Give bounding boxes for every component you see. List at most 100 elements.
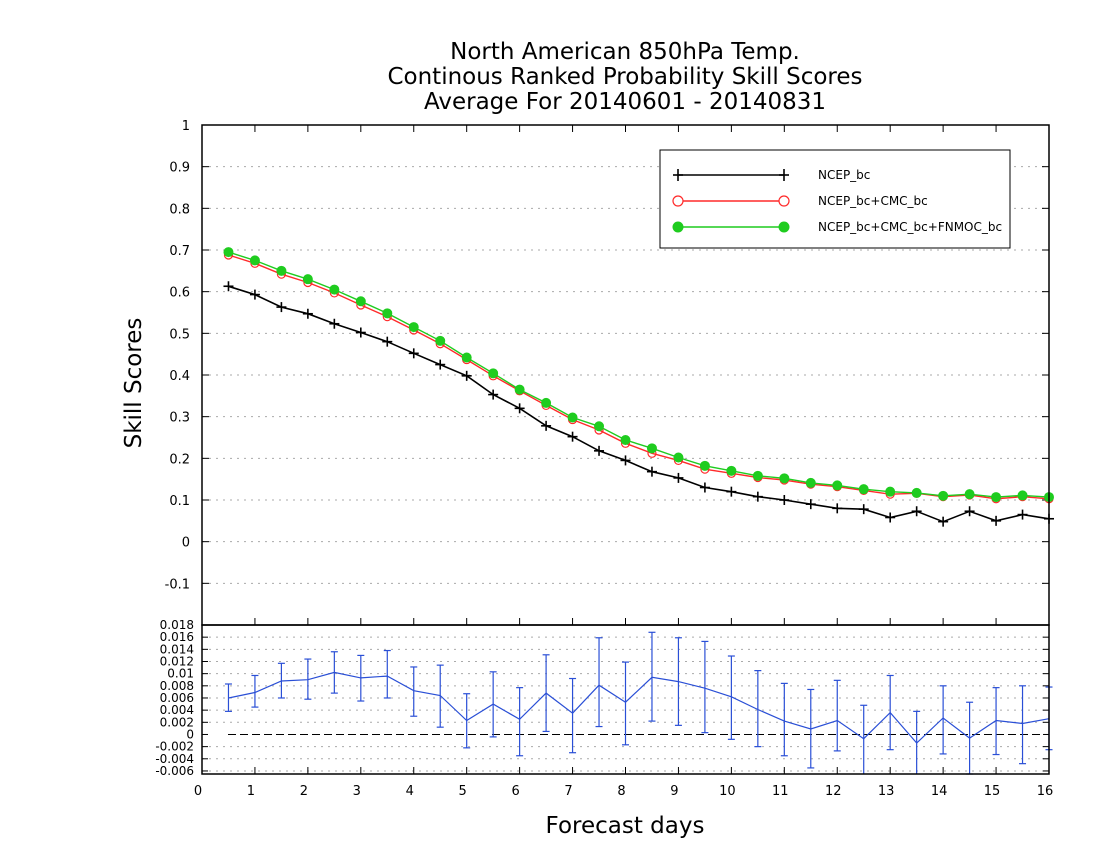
data-point	[646, 466, 657, 477]
diff-series	[224, 631, 1053, 775]
legend-label: NCEP_bc+CMC_bc+FNMOC_bc	[818, 220, 1002, 234]
data-point	[223, 281, 234, 292]
data-point	[991, 515, 1002, 526]
legend-label: NCEP_bc	[818, 168, 870, 182]
data-point	[435, 359, 446, 370]
data-point	[302, 308, 313, 319]
data-point	[673, 452, 684, 463]
data-point	[832, 503, 843, 514]
diff-line	[228, 671, 1050, 744]
error-bar	[833, 679, 841, 752]
x-tick-label: 14	[931, 784, 948, 799]
y-tick-label: 0.6	[169, 286, 190, 301]
data-point	[514, 384, 525, 395]
error-bar	[701, 640, 709, 734]
error-bar	[542, 654, 550, 733]
error-bar	[727, 655, 735, 740]
error-bar	[383, 649, 391, 699]
legend-marker	[778, 195, 790, 207]
x-tick-label: 15	[984, 784, 1001, 799]
x-tick-label: 10	[719, 784, 736, 799]
error-bar	[357, 654, 365, 702]
data-point	[858, 484, 869, 495]
error-bar	[674, 637, 682, 726]
y-tick-label: 0.012	[160, 654, 194, 668]
data-point	[355, 327, 366, 338]
error-bar	[992, 687, 1000, 756]
data-point	[594, 445, 605, 456]
y-tick-label: 0.01	[167, 667, 194, 681]
y-tick-label: 0.002	[160, 715, 194, 729]
legend-marker	[672, 195, 684, 207]
y-tick-label: 0.004	[160, 703, 194, 717]
data-point	[567, 412, 578, 423]
error-bar	[463, 693, 471, 749]
data-point	[620, 435, 631, 445]
data-point	[541, 420, 552, 431]
error-bar	[595, 637, 603, 728]
y-tick-label: 0.006	[160, 691, 194, 705]
y-tick-label: 1	[182, 119, 190, 134]
x-tick-label: 13	[878, 784, 895, 799]
y-tick-label: -0.002	[155, 740, 194, 754]
data-point	[514, 403, 525, 414]
data-point	[302, 274, 313, 285]
title-line-2: Continous Ranked Probability Skill Score…	[387, 64, 862, 90]
error-bar	[489, 671, 497, 738]
series-line	[228, 254, 1050, 500]
x-tick-label: 11	[772, 784, 789, 799]
legend-marker	[778, 221, 790, 233]
legend-item: NCEP_bc+CMC_bc	[672, 194, 928, 208]
data-point	[699, 482, 710, 493]
y-tick-label: -0.1	[165, 577, 190, 592]
data-point	[779, 473, 790, 484]
main-series	[223, 247, 1054, 527]
data-point	[858, 504, 869, 515]
legend: NCEP_bc NCEP_bc+CMC_bc NCEP_bc+CMC_bc+FNMO…	[659, 149, 1011, 249]
data-point	[567, 431, 578, 442]
data-point	[408, 322, 419, 333]
error-bar	[966, 701, 974, 775]
legend-item: NCEP_bc	[673, 168, 870, 182]
diff-series	[224, 631, 1053, 775]
error-bar	[569, 677, 577, 754]
data-point	[382, 336, 393, 347]
y-tick-label: -0.004	[155, 752, 194, 766]
y-axis-label: Skill Scores	[121, 318, 147, 449]
main-gridlines	[202, 166, 1049, 584]
legend-label: NCEP_bc+CMC_bc	[818, 194, 928, 208]
series-NCEP_bc	[223, 281, 1054, 527]
error-bar	[807, 688, 815, 769]
x-tick-label: 2	[300, 784, 308, 799]
x-ticks: 0 1 2 3 4 5 6 7 8 9 10 11 12 13 14 15 16	[194, 125, 1053, 799]
data-point	[752, 470, 763, 481]
data-point	[779, 495, 790, 505]
error-bar	[516, 687, 524, 757]
y-tick-label: 0.3	[169, 411, 190, 426]
data-point	[1017, 509, 1028, 520]
data-point	[276, 302, 287, 313]
data-point	[885, 486, 896, 497]
x-tick-label: 16	[1037, 784, 1054, 799]
data-point	[938, 516, 949, 527]
error-bar	[330, 651, 338, 694]
data-point	[355, 296, 366, 307]
series-line	[228, 285, 1050, 523]
data-point	[541, 397, 552, 408]
chart-title: North American 850hPa Temp.Continous Ran…	[387, 39, 862, 115]
data-point	[646, 443, 657, 454]
y-tick-label: 0	[186, 727, 194, 741]
data-point	[488, 389, 499, 400]
y-tick-label: 0.5	[169, 327, 190, 342]
y-tick-label: -0.006	[155, 764, 194, 778]
data-point	[276, 265, 287, 276]
data-point	[726, 486, 737, 497]
x-tick-label: 12	[825, 784, 842, 799]
x-tick-label: 7	[564, 784, 572, 799]
data-point	[223, 247, 234, 258]
y-tick-label: 0.016	[160, 630, 194, 644]
legend-box	[659, 149, 1011, 249]
x-tick-label: 9	[670, 784, 678, 799]
y-tick-label: 0.018	[160, 618, 194, 632]
error-bar	[754, 670, 762, 748]
